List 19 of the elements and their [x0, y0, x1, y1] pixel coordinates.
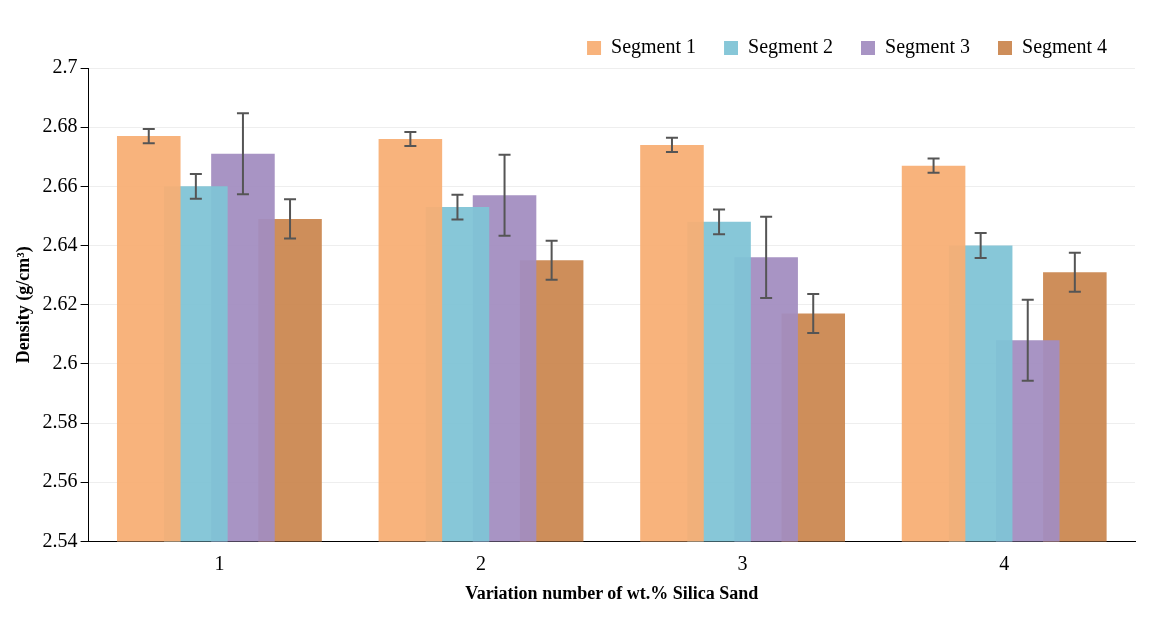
x-axis-title: Variation number of wt.% Silica Sand: [465, 582, 759, 603]
y-tick-label: 2.6: [52, 351, 78, 374]
y-tick-label: 2.66: [42, 173, 78, 196]
y-tick-label: 2.7: [52, 55, 78, 78]
x-tick-label: 4: [999, 551, 1010, 574]
legend-label: Segment 2: [748, 35, 834, 59]
x-tick-label: 1: [214, 551, 225, 574]
y-tick-label: 2.62: [42, 291, 78, 314]
y-tick-label: 2.68: [42, 114, 78, 137]
y-tick-label: 2.64: [42, 232, 78, 255]
legend-label: Segment 1: [611, 35, 697, 59]
y-tick-label: 2.56: [42, 469, 78, 492]
x-tick-label: 3: [737, 551, 748, 574]
legend-label: Segment 4: [1022, 35, 1108, 59]
x-tick-label: 2: [476, 551, 486, 574]
y-tick-label: 2.58: [42, 410, 78, 433]
legend-label: Segment 3: [885, 35, 971, 59]
y-axis-title: Density (g/cm³): [13, 246, 35, 364]
y-tick-label: 2.54: [42, 528, 78, 551]
